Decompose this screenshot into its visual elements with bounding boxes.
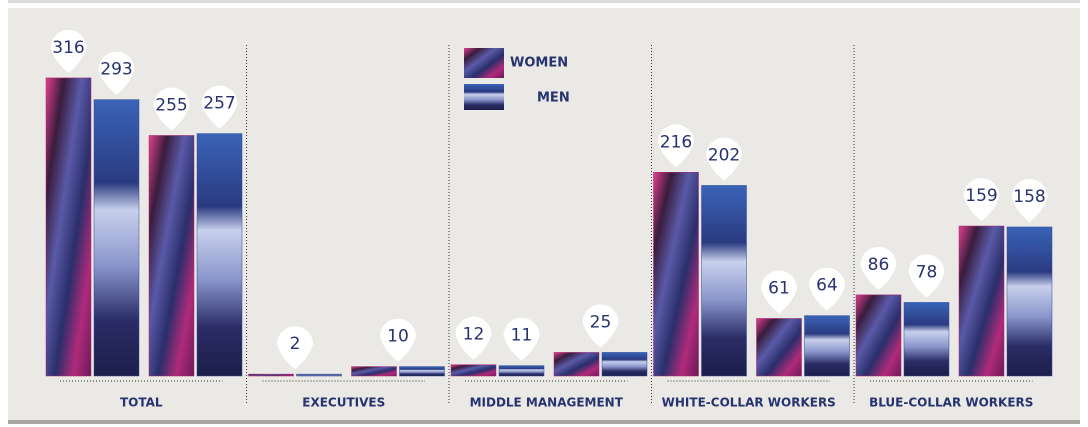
data-label: 2 [290,334,301,354]
label-pin [908,254,945,298]
bar [601,352,648,377]
category-label: TOTAL [120,396,163,410]
label-pin [761,270,797,314]
label-pin [658,124,694,168]
data-label: 25 [590,312,612,332]
data-label: 12 [463,325,485,345]
category-label: MIDDLE MANAGEMENT [470,396,624,410]
data-label: 86 [868,255,890,275]
label-pin [963,178,1000,222]
label-pin [277,326,313,370]
bar [450,364,497,377]
data-label: 10 [387,327,409,347]
bar [653,172,699,377]
bar [498,365,545,377]
bar [903,302,950,377]
data-label: 316 [52,38,84,58]
data-label: 78 [916,262,938,282]
label-pin [380,318,416,362]
label-pin [1011,178,1048,222]
bar [701,185,747,377]
data-label: 202 [708,145,740,165]
bar [148,135,195,377]
label-pin [503,317,540,361]
legend-label: WOMEN [510,56,568,71]
label-pin [860,246,897,290]
bottom-border [8,420,1080,424]
data-label: 64 [816,276,838,296]
bar [296,373,342,377]
data-label: 257 [203,94,235,114]
category-label: WHITE-COLLAR WORKERS [662,396,836,410]
data-label: 159 [965,186,997,206]
bar [93,99,140,377]
data-label: 293 [100,60,132,80]
label-pin [455,316,492,360]
label-pin [706,137,742,181]
data-label: 61 [768,278,790,298]
bar [399,366,445,377]
bar [756,318,802,377]
legend-label: MEN [537,91,570,106]
data-label: 158 [1013,187,1045,207]
legend-swatch-men [464,84,504,110]
bar [351,366,397,377]
bar [196,133,243,377]
label-pin [582,304,619,348]
bar [855,294,902,377]
category-label: EXECUTIVES [302,396,385,410]
top-border [8,0,1080,3]
bar [553,352,600,377]
bar [804,315,850,377]
bar [45,77,92,377]
category-label: BLUE-COLLAR WORKERS [869,396,1033,410]
data-label: 11 [511,326,533,346]
label-pin [98,51,135,95]
bar [1006,226,1053,377]
label-pin [809,267,845,311]
label-pin [50,29,87,73]
label-pin [153,87,190,131]
legend-swatch-women [464,48,504,78]
data-label: 216 [660,132,692,152]
bar [248,373,294,377]
data-label: 255 [155,95,187,115]
label-pin [201,85,238,129]
bar [958,225,1005,377]
